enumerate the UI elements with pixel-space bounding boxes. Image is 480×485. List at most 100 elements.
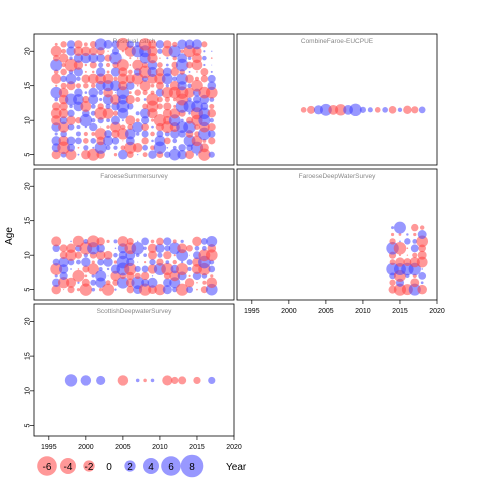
bubble [134, 265, 141, 273]
y-tick-label: 20 [25, 182, 32, 190]
bubble [382, 107, 388, 113]
bubble [191, 100, 203, 113]
bubble [413, 232, 417, 237]
bubble [421, 268, 424, 270]
bubble [54, 132, 58, 136]
bubble [148, 250, 157, 260]
bubble [164, 151, 171, 158]
bubble [148, 150, 157, 159]
legend-label: 2 [127, 462, 133, 473]
legend-label: -2 [85, 462, 94, 473]
bubble [141, 137, 149, 145]
bubble [163, 251, 172, 260]
bubble [173, 104, 177, 108]
bubble [188, 70, 191, 73]
bubble [76, 76, 81, 81]
bubble [166, 146, 169, 149]
bubble [55, 84, 58, 87]
bubble [148, 40, 157, 49]
panel-title: CombineFaroe-EUCPUE [301, 38, 374, 45]
bubble [177, 39, 187, 50]
bubble [180, 118, 184, 122]
bubble [50, 45, 62, 57]
bubble [88, 53, 99, 63]
bubble [210, 70, 213, 73]
bubble [114, 92, 117, 94]
legend-label: 8 [189, 462, 195, 473]
y-tick-label: 10 [25, 116, 32, 124]
panel-4: FaroeseDeepWaterSurvey 1995 2000 2005 2010 20… [236, 168, 445, 315]
bubble [91, 287, 96, 292]
bubble [147, 243, 158, 253]
bubble [77, 146, 80, 149]
bubble [147, 66, 158, 78]
bubble [84, 63, 88, 67]
bubble [169, 80, 180, 91]
legend-bubble [60, 458, 76, 474]
bubble [102, 94, 114, 105]
bubble [82, 265, 90, 273]
bubble [89, 61, 97, 69]
bubble [59, 116, 68, 125]
bubble [61, 48, 66, 54]
x-tick-label: 2015 [189, 444, 205, 451]
bubble [202, 55, 207, 61]
bubble [95, 73, 106, 85]
bubble [201, 238, 208, 245]
x-tick-label: 2020 [429, 308, 445, 315]
bubble [60, 68, 67, 76]
bubble [116, 276, 129, 289]
bubble [59, 271, 68, 280]
bubble [106, 239, 110, 244]
bubble [139, 80, 151, 92]
bubble [154, 135, 166, 147]
bubble [75, 131, 81, 137]
bubble [104, 130, 112, 138]
bubble [192, 95, 201, 104]
bubble [66, 136, 76, 146]
legend-bubble [83, 460, 95, 472]
bubble [155, 243, 165, 253]
bubble [150, 378, 155, 383]
bubble [206, 235, 218, 247]
bubble [412, 252, 418, 258]
bubble [117, 236, 129, 247]
bubble [163, 102, 172, 111]
bubble [208, 137, 216, 145]
bubble [307, 105, 316, 114]
bubble [138, 283, 152, 296]
y-tick-label: 20 [25, 47, 32, 55]
bubble [75, 83, 81, 89]
bubble [187, 83, 192, 88]
bubble [70, 268, 72, 270]
bubble [52, 102, 61, 111]
bubble [106, 118, 111, 123]
bubble [419, 225, 425, 230]
bubble [359, 106, 367, 113]
legend-label: 6 [168, 462, 174, 473]
bubble [205, 86, 218, 99]
bubble [393, 242, 407, 255]
bubble [156, 237, 164, 246]
bubble [102, 107, 114, 119]
bubble [89, 47, 98, 56]
bubble [64, 374, 78, 387]
bubble [81, 257, 91, 267]
bubble [96, 375, 106, 385]
bubble [172, 97, 177, 102]
bubble [163, 278, 172, 288]
bubble [184, 87, 195, 98]
bubble [168, 148, 181, 161]
bubble [208, 376, 216, 385]
bubble [58, 53, 69, 63]
bubble [141, 278, 150, 287]
bubble [191, 53, 202, 64]
bubble [176, 262, 189, 275]
bubble [162, 285, 172, 295]
x-tick-label: 2020 [226, 444, 242, 451]
bubble [147, 277, 158, 288]
panel-5: ScottishDeepwaterSurvey 5 10 15 20 1995 2000 20… [25, 303, 242, 451]
bubble [156, 103, 163, 110]
bubble [120, 145, 126, 151]
bubble [417, 284, 427, 295]
